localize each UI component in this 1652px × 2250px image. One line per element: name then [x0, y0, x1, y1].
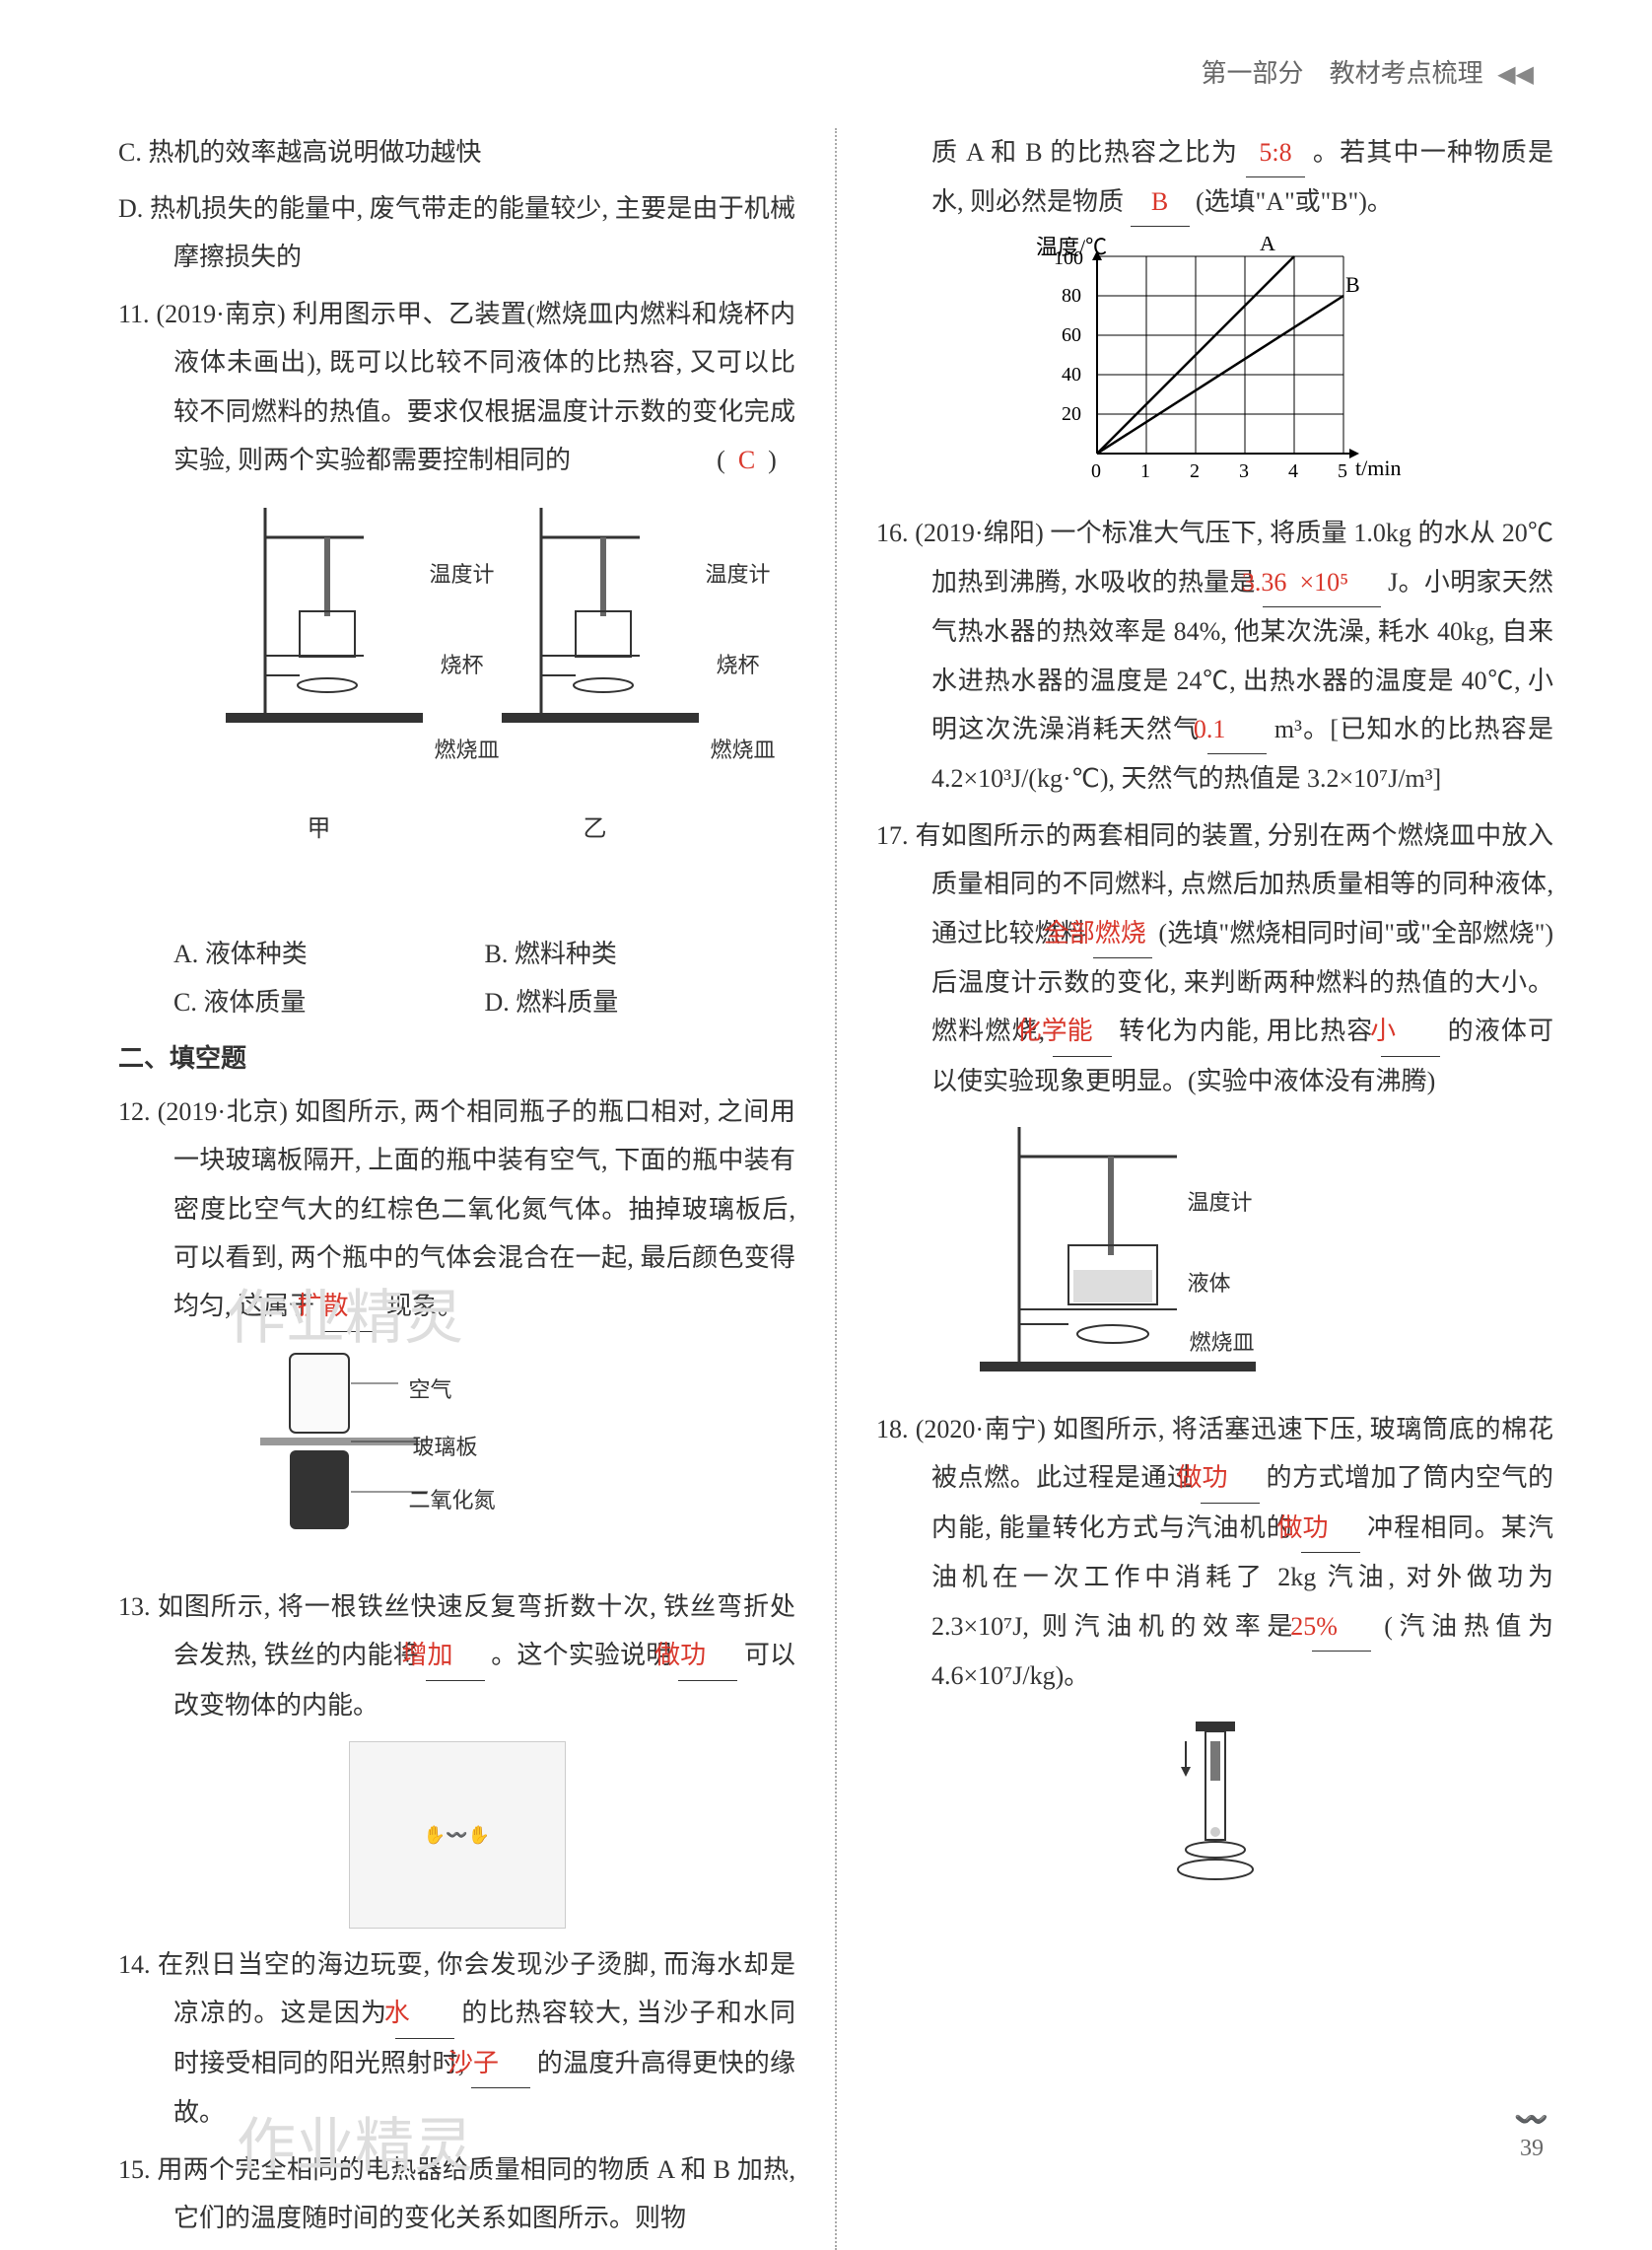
right-column: 质 A 和 B 的比热容之比为 5:8 。若其中一种物质是水, 则必然是物质 B… — [876, 128, 1553, 2250]
q12: 12. (2019·北京) 如图所示, 两个相同瓶子的瓶口相对, 之间用一块玻璃… — [118, 1088, 795, 1332]
svg-text:60: 60 — [1062, 324, 1081, 346]
q17-a1: 全部燃烧 — [1093, 909, 1152, 958]
q17-t3: 转化为内能, 用比热容 — [1119, 1017, 1373, 1045]
q18-a3: 25% — [1312, 1602, 1371, 1652]
q17: 17. 有如图所示的两套相同的装置, 分别在两个燃烧皿中放入质量相同的不同燃料,… — [876, 811, 1553, 1105]
svg-text:0: 0 — [1091, 460, 1101, 482]
paren-l: ( — [717, 446, 725, 474]
q16: 16. (2019·绵阳) 一个标准大气压下, 将质量 1.0kg 的水从 20… — [876, 509, 1553, 803]
svg-text:4: 4 — [1288, 460, 1298, 482]
label-beaker-yi: 烧杯 — [625, 645, 852, 686]
q17-figure: 温度计 液体 燃烧皿 — [876, 1117, 1553, 1393]
section-2-head: 二、填空题 — [118, 1034, 795, 1083]
svg-text:40: 40 — [1062, 364, 1081, 386]
q11-optD: D. 燃料质量 — [485, 978, 796, 1026]
chart-A: A — [1260, 237, 1275, 255]
q11-figures: 温度计 烧杯 燃烧皿 甲 温度计 烧杯 燃烧皿 — [118, 498, 795, 919]
label-jia: 甲 — [206, 808, 433, 853]
q13-label: 13. — [118, 1592, 151, 1621]
fig-jia: 温度计 烧杯 燃烧皿 甲 — [206, 498, 433, 919]
q11-optC: C. 液体质量 — [173, 978, 485, 1026]
q11-answer: C — [738, 446, 755, 474]
q11-label: 11. — [118, 300, 150, 328]
svg-text:1: 1 — [1140, 460, 1150, 482]
q13-t2: 。这个实验说明 — [491, 1641, 671, 1669]
svg-text:100: 100 — [1054, 247, 1083, 269]
q12-text: 如图所示, 两个相同瓶子的瓶口相对, 之间用一块玻璃板隔开, 上面的瓶中装有空气… — [173, 1097, 795, 1321]
q12-tail: 现象。 — [386, 1292, 463, 1320]
apparatus-yi-svg — [482, 498, 709, 735]
q15-cont: 质 A 和 B 的比热容之比为 5:8 。若其中一种物质是水, 则必然是物质 B… — [876, 128, 1553, 228]
q13-figure: ✋〰️✋ — [118, 1741, 795, 1929]
q18-figure — [876, 1712, 1553, 1899]
q16-a1b: ×10⁵ — [1322, 558, 1381, 607]
q14-label: 14. — [118, 1950, 151, 1979]
q14-a1: 水 — [395, 1989, 454, 2038]
header-part: 第一部分 — [1202, 59, 1304, 88]
svg-text:80: 80 — [1062, 285, 1081, 307]
q17-a3: 小 — [1381, 1007, 1440, 1056]
q16-a2: 0.1 — [1207, 705, 1267, 754]
hands-wire-img: ✋〰️✋ — [349, 1741, 566, 1929]
q17-dish: 燃烧皿 — [1190, 1322, 1255, 1598]
label-beaker-jia: 烧杯 — [349, 645, 576, 686]
header-title: 教材考点梳理 — [1330, 59, 1483, 88]
q15c-a2: B — [1131, 177, 1190, 227]
q16-label: 16. — [876, 519, 909, 547]
q12-label: 12. — [118, 1097, 151, 1126]
option-d: D. 热机损失的能量中, 废气带走的能量较少, 主要是由于机械摩擦损失的 — [118, 184, 795, 282]
q17-label: 17. — [876, 821, 909, 850]
q11: 11. (2019·南京) 利用图示甲、乙装置(燃烧皿内燃料和烧杯内液体未画出)… — [118, 290, 795, 485]
q15-label: 15. — [118, 2155, 151, 2184]
option-c: C. 热机的效率越高说明做功越快 — [118, 128, 795, 176]
label-thermo-yi: 温度计 — [625, 554, 852, 596]
q12-src: (2019·北京) — [158, 1097, 288, 1126]
q18-label: 18. — [876, 1415, 909, 1443]
q11-src: (2019·南京) — [156, 300, 285, 328]
paren-r: ) — [768, 446, 777, 474]
q11-opts-row1: A. 液体种类 B. 燃料种类 — [118, 930, 795, 978]
q17-a2: 化学能 — [1053, 1007, 1112, 1056]
page-header: 第一部分 教材考点梳理 ◀◀ — [118, 49, 1553, 99]
q14-a2: 沙子 — [471, 2039, 530, 2088]
q12-no2: 二氧化氮 — [409, 1480, 496, 1707]
q18-src: (2020·南宁) — [916, 1415, 1046, 1443]
q15: 15. 用两个完全相同的电热器给质量相同的物质 A 和 B 加热, 它们的温度随… — [118, 2145, 795, 2243]
svg-text:3: 3 — [1239, 460, 1249, 482]
q14: 14. 在烈日当空的海边玩耍, 你会发现沙子烫脚, 而海水却是凉凉的。这是因为 … — [118, 1940, 795, 2138]
q11-opts-row2: C. 液体质量 D. 燃料质量 — [118, 978, 795, 1026]
svg-text:2: 2 — [1190, 460, 1200, 482]
q15c-t3: (选填"A"或"B")。 — [1196, 187, 1393, 216]
q18-a2: 做功 — [1301, 1504, 1360, 1553]
header-arrows: ◀◀ — [1497, 62, 1534, 88]
chart-xlabel: t/min — [1355, 456, 1401, 480]
apparatus-jia-svg — [206, 498, 433, 735]
q12-figure: 空气 玻璃板 二氧化氮 — [118, 1344, 795, 1571]
q16-src: (2019·绵阳) — [915, 519, 1044, 547]
page-number: 39 — [1520, 2127, 1544, 2172]
chart-B: B — [1345, 272, 1360, 297]
q15-text: 用两个完全相同的电热器给质量相同的物质 A 和 B 加热, 它们的温度随时间的变… — [157, 2155, 795, 2232]
svg-text:5: 5 — [1338, 460, 1347, 482]
column-divider — [835, 128, 837, 2250]
q13-a2: 做功 — [678, 1631, 737, 1680]
q15c-a1: 5:8 — [1246, 128, 1305, 177]
left-column: C. 热机的效率越高说明做功越快 D. 热机损失的能量中, 废气带走的能量较少,… — [118, 128, 795, 2250]
temp-time-chart: A B 温度/℃ t/min 20 40 60 80 100 0 1 2 3 4… — [1028, 237, 1403, 493]
label-dish-jia: 燃烧皿 — [354, 730, 581, 771]
label-thermo-jia: 温度计 — [349, 554, 576, 596]
q11-optB: B. 燃料种类 — [485, 930, 796, 978]
q12-ans1: 扩散 — [321, 1282, 380, 1331]
label-yi: 乙 — [482, 808, 709, 853]
two-column-layout: C. 热机的效率越高说明做功越快 D. 热机损失的能量中, 废气带走的能量较少,… — [118, 128, 1553, 2250]
q11-answer-wrap: ( C ) — [772, 436, 795, 484]
q15c-t1: 质 A 和 B 的比热容之比为 — [931, 138, 1238, 167]
svg-text:20: 20 — [1062, 403, 1081, 425]
label-dish-yi: 燃烧皿 — [630, 730, 857, 771]
piston-svg — [1156, 1712, 1274, 1899]
q11-optA: A. 液体种类 — [173, 930, 485, 978]
